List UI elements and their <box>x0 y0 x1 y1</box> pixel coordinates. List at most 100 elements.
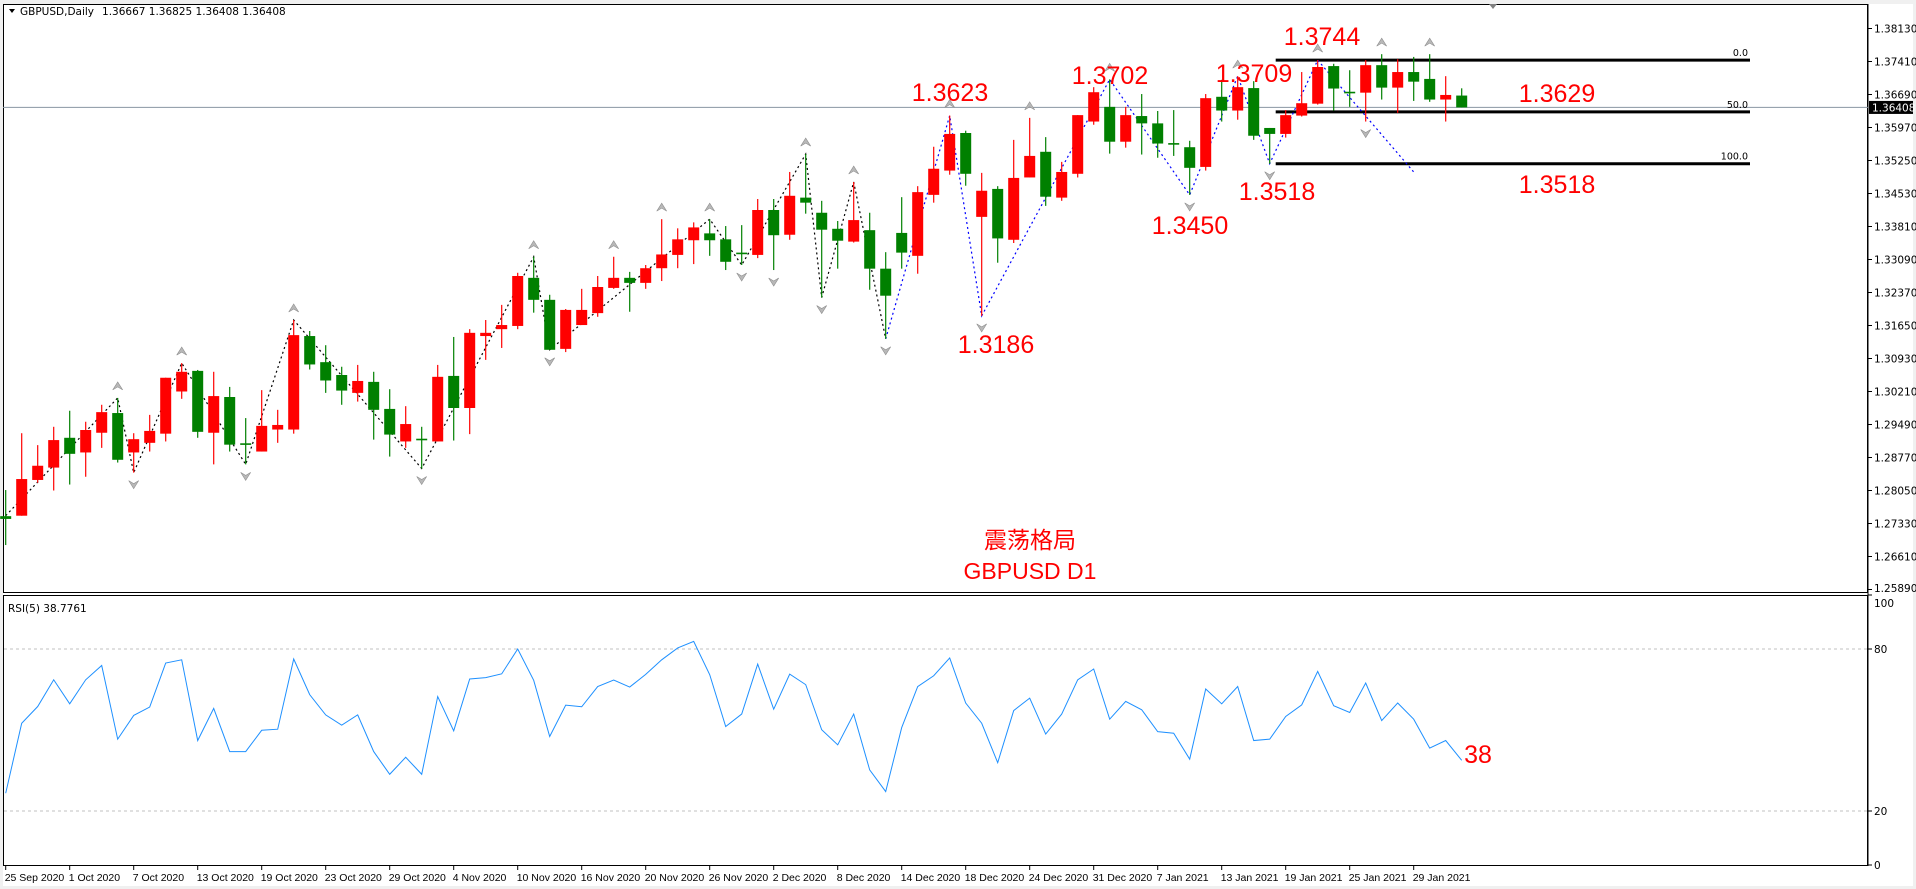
candle-body <box>464 332 476 408</box>
candle <box>272 409 284 443</box>
candle <box>128 433 140 473</box>
candle <box>736 225 748 265</box>
candle-body <box>1136 116 1148 124</box>
fractal-up-arrow-icon <box>1232 59 1243 69</box>
chart-shift-marker-icon[interactable] <box>1489 4 1497 9</box>
candle <box>224 386 236 452</box>
price-axis[interactable]: 1.38130 1.37410 1.36690 1.35970 1.35250 1.345… <box>1868 24 1916 596</box>
candle <box>848 182 860 243</box>
rsi-title: RSI(5) 38.7761 <box>8 603 87 615</box>
candle <box>1296 72 1308 117</box>
fibonacci-retracement[interactable]: 0.0 50.0 100.0 <box>1275 48 1750 166</box>
candle <box>992 186 1004 263</box>
current-price-label: 1.36408 <box>1872 102 1915 114</box>
candle <box>720 226 732 271</box>
candle-body <box>432 376 444 442</box>
fractal-up-arrow-icon <box>848 165 859 175</box>
candle-body <box>944 133 956 171</box>
candle <box>1408 56 1420 101</box>
price-axis-label: 1.28050 <box>1874 486 1916 498</box>
candle-body <box>1168 143 1180 145</box>
symbol-timeframe: GBPUSD,Daily <box>20 6 94 18</box>
candle <box>320 345 332 393</box>
fractal-up-arrow-icon <box>1104 62 1115 72</box>
candle-body <box>848 220 860 242</box>
candle-body <box>288 335 300 430</box>
fractal-up-arrow-icon <box>1424 37 1435 47</box>
fractal-down-arrow-icon <box>1264 171 1275 181</box>
fractal-up-arrow-icon <box>1376 37 1387 47</box>
rsi-axis-label: 100 <box>1874 598 1894 610</box>
time-axis-label: 10 Nov 2020 <box>517 872 577 884</box>
candle <box>816 200 828 298</box>
candle <box>32 445 44 483</box>
candle <box>1344 70 1356 107</box>
candle <box>112 397 124 463</box>
candle-body <box>32 465 44 480</box>
candle-body <box>256 425 268 452</box>
fractal-down-arrow-icon <box>768 277 779 287</box>
candle-body <box>384 408 396 435</box>
chart-header: GBPUSD,Daily 1.36667 1.36825 1.36408 1.36… <box>20 6 286 18</box>
price-axis-label: 1.36690 <box>1874 90 1916 102</box>
candle-body <box>1024 155 1036 178</box>
candle-body <box>704 233 716 241</box>
candle-body <box>816 212 828 230</box>
candle-body <box>1152 123 1164 144</box>
fractal-down-arrow-icon <box>128 480 139 490</box>
annotation-high-1: 1.3623 <box>912 79 988 107</box>
annotation-fib-low: 1.3518 <box>1519 171 1595 199</box>
annotation-fib-mid: 1.3629 <box>1519 80 1595 108</box>
time-axis-label: 25 Jan 2021 <box>1349 872 1407 884</box>
candle <box>592 276 604 317</box>
candle <box>544 294 556 350</box>
candle-body <box>1376 65 1388 88</box>
collapse-triangle-icon[interactable] <box>9 9 15 13</box>
fib-level-label: 50.0 <box>1727 100 1748 111</box>
candle-body <box>1120 115 1132 142</box>
fractal-up-arrow-icon <box>288 303 299 313</box>
time-axis-label: 19 Jan 2021 <box>1285 872 1343 884</box>
candle <box>880 252 892 339</box>
candle-body <box>320 362 332 381</box>
fractal-up-arrow-icon <box>176 346 187 356</box>
candle-body <box>720 239 732 262</box>
candle <box>784 171 796 240</box>
candle <box>976 172 988 316</box>
candle <box>368 371 380 440</box>
fractal-up-arrow-icon <box>656 202 667 212</box>
price-axis-label: 1.35250 <box>1874 156 1916 168</box>
candle-body <box>1248 88 1260 136</box>
rsi-axis-label: 20 <box>1874 806 1887 818</box>
candle <box>1184 140 1196 195</box>
candle <box>1072 115 1084 178</box>
candle-body <box>864 230 876 269</box>
candle-body <box>352 380 364 393</box>
candle-body <box>1440 94 1452 100</box>
candle <box>16 433 28 516</box>
candle <box>928 146 940 203</box>
annotation-low-1: 1.3186 <box>958 331 1034 359</box>
candle <box>240 418 252 465</box>
candle <box>1056 161 1068 201</box>
fractal-down-arrow-icon <box>544 357 555 367</box>
candle-body <box>928 168 940 195</box>
candle <box>944 115 956 175</box>
annotation-title-en: GBPUSD D1 <box>964 558 1097 584</box>
candle-body <box>880 268 892 296</box>
candle-body <box>592 287 604 314</box>
price-axis-label: 1.34530 <box>1874 189 1916 201</box>
candle-body <box>688 227 700 241</box>
candle <box>1200 94 1212 171</box>
fib-level-label: 100.0 <box>1721 152 1748 163</box>
candle <box>1024 117 1036 178</box>
fractal-up-arrow-icon <box>800 137 811 147</box>
candle-body <box>640 268 652 283</box>
price-axis-label: 1.25890 <box>1874 583 1916 595</box>
time-axis-label: 31 Dec 2020 <box>1093 872 1153 884</box>
time-axis-label: 8 Dec 2020 <box>837 872 891 884</box>
candle-body <box>1424 78 1436 100</box>
time-axis-label: 19 Oct 2020 <box>261 872 318 884</box>
time-axis-label: 2 Dec 2020 <box>773 872 827 884</box>
